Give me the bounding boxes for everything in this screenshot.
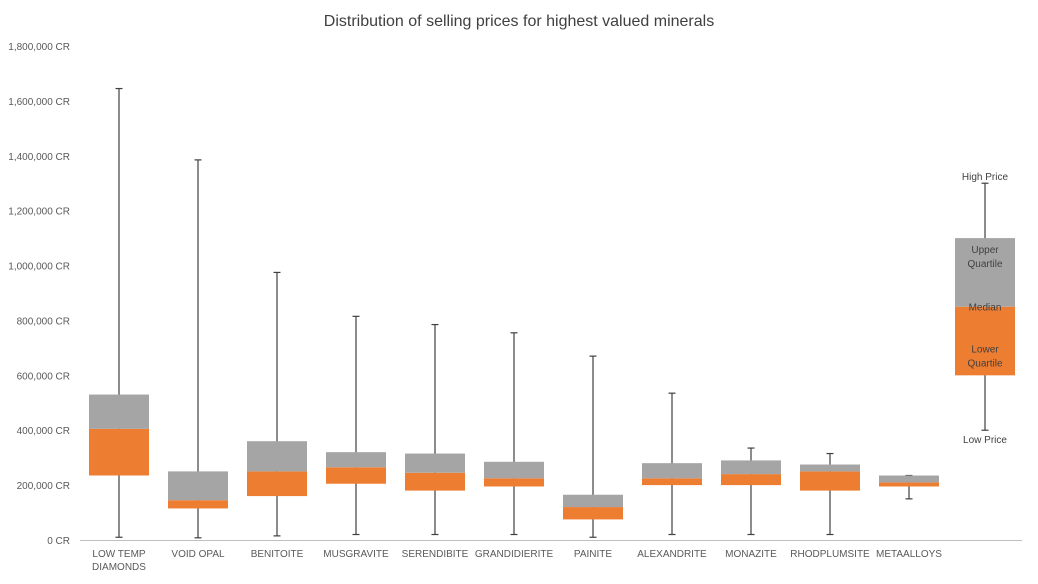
box-lower-box [326,467,386,484]
box-upper-box [405,453,465,473]
category-label-line: SERENDIBITE [402,549,469,560]
category-label: ALEXANDRITE [637,549,707,560]
legend-lower-quartile-label: Quartile [967,359,1002,370]
category-label-line: VOID OPAL [171,549,225,560]
box-lower-box [642,478,702,486]
box-lower-box [563,507,623,520]
category-label-line: ALEXANDRITE [637,549,707,560]
box-3 [247,271,307,537]
box-upper-box [800,464,860,472]
chart-title: Distribution of selling prices for highe… [324,13,714,30]
y-tick-label: 400,000 CR [17,426,70,437]
category-label: METAALLOYS [876,549,942,560]
box-lower-box [168,500,228,509]
legend-upper-quartile-label: Upper [971,245,999,256]
box-4 [326,315,386,536]
box-7 [563,355,623,538]
box-5 [405,323,465,536]
box-lower-box [405,472,465,491]
box-upper-box [326,452,386,468]
box-lower-box [247,471,307,497]
category-label: VOID OPAL [171,549,225,560]
category-label: SERENDIBITE [402,549,469,560]
category-label: PAINITE [574,549,612,560]
y-tick-label: 0 CR [47,536,70,547]
box-6 [484,332,544,536]
y-tick-label: 1,800,000 CR [8,42,70,53]
category-label: RHODPLUMSITE [790,549,870,560]
box-8 [642,392,702,536]
box-lower-box [89,428,149,476]
box-11 [879,474,939,500]
category-label: BENITOITE [251,549,304,560]
y-tick-label: 800,000 CR [17,316,70,327]
box-upper-box [89,394,149,429]
box-upper-box [642,463,702,479]
box-lower-box [721,474,781,486]
legend-median-label: Median [969,303,1002,314]
y-tick-label: 600,000 CR [17,371,70,382]
box-upper-box [247,441,307,472]
category-label-line: LOW TEMP [92,549,145,560]
category-label-line: DIAMONDS [92,562,146,573]
box-upper-box [563,494,623,508]
y-tick-label: 1,200,000 CR [8,207,70,218]
category-label-line: PAINITE [574,549,612,560]
box-10 [800,452,860,536]
box-upper-box [721,460,781,475]
category-label: MUSGRAVITE [323,549,389,560]
legend-lower-quartile-label: Lower [971,345,999,356]
box-lower-box [800,471,860,491]
category-label-line: BENITOITE [251,549,304,560]
category-label: LOW TEMP DIAMONDS [92,549,146,573]
category-label-line: MONAZITE [725,549,777,560]
box-2 [168,159,228,539]
category-label-line: GRANDIDIERITE [475,549,554,560]
y-tick-label: 1,400,000 CR [8,152,70,163]
box-lower-box [879,482,939,487]
box-upper-box [484,461,544,479]
box-upper-box [168,471,228,501]
category-label-line: MUSGRAVITE [323,549,389,560]
box-lower-box [484,478,544,487]
legend-high-label: High Price [962,172,1009,183]
y-tick-label: 200,000 CR [17,481,70,492]
category-label: GRANDIDIERITE [475,549,554,560]
legend-upper-quartile-label: Quartile [967,259,1002,270]
category-label: MONAZITE [725,549,777,560]
category-label-line: METAALLOYS [876,549,942,560]
y-tick-label: 1,600,000 CR [8,97,70,108]
y-tick-label: 1,000,000 CR [8,262,70,273]
legend-box-lower-box [955,306,1015,376]
box-9 [721,447,781,536]
legend-low-label: Low Price [963,435,1007,446]
category-label-line: RHODPLUMSITE [790,549,870,560]
legend-box-upper-box [955,238,1015,307]
box-1 [89,87,149,538]
box-upper-box [879,475,939,483]
